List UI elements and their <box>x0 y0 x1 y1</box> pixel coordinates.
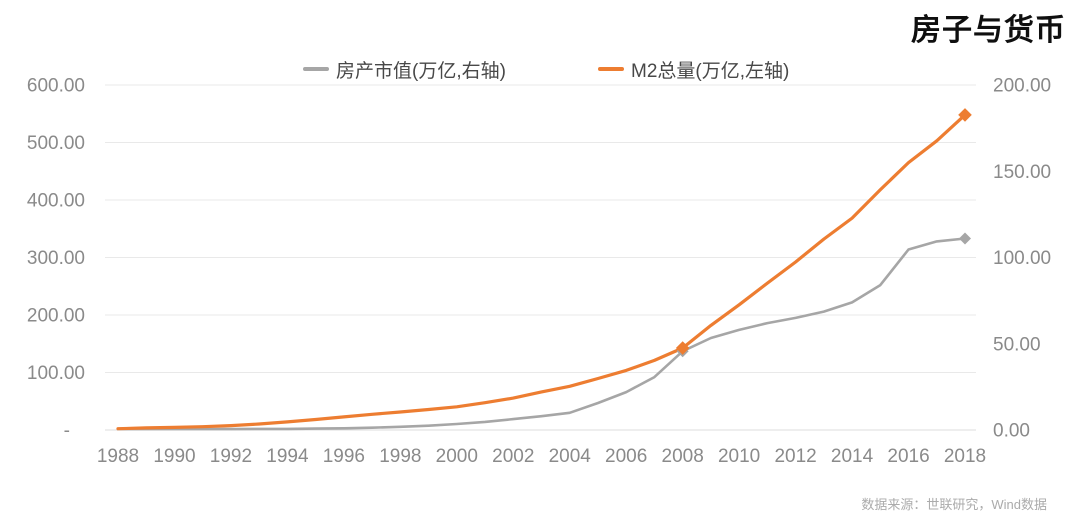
left-axis-tick-label: 200.00 <box>27 306 85 327</box>
legend-item-property-value: 房产市值(万亿,右轴) <box>303 56 506 82</box>
marker-m2-2008 <box>675 341 690 355</box>
left-axis-tick-label: 300.00 <box>27 248 85 269</box>
x-axis-tick-label: 2008 <box>662 446 704 467</box>
left-axis-tick-label: 600.00 <box>27 76 85 97</box>
legend-swatch-gray-line <box>303 67 329 71</box>
x-axis-tick-label: 2004 <box>549 446 592 467</box>
x-axis-tick-label: 2014 <box>831 446 874 467</box>
x-axis-tick-label: 1996 <box>323 446 365 467</box>
x-axis-tick-label: 1990 <box>153 446 195 467</box>
x-axis-tick-label: 2010 <box>718 446 760 467</box>
chart-title: 房子与货币 <box>911 14 1066 47</box>
legend-label-property-value: 房产市值(万亿,右轴) <box>336 60 506 82</box>
x-axis-tick-label: 2006 <box>605 446 647 467</box>
series-line-m2 <box>116 113 967 431</box>
right-axis-tick-label: 50.00 <box>993 334 1041 355</box>
left-axis-tick-label: - <box>64 421 70 442</box>
right-axis-tick-label: 100.00 <box>993 248 1051 269</box>
legend-item-m2: M2总量(万亿,左轴) <box>598 56 789 82</box>
x-axis-tick-label: 1994 <box>266 446 309 467</box>
legend-swatch-orange-line <box>598 67 624 71</box>
left-axis-tick-label: 100.00 <box>27 363 85 384</box>
source-note: 数据来源：世联研究，Wind数据 <box>861 497 1047 512</box>
x-axis-tick-label: 2000 <box>436 446 478 467</box>
series-line-property-value <box>116 237 967 431</box>
legend-label-m2: M2总量(万亿,左轴) <box>631 60 790 82</box>
marker-m2-2018 <box>958 108 972 122</box>
x-axis-tick-label: 2002 <box>492 446 534 467</box>
left-axis-tick-label: 400.00 <box>27 191 85 212</box>
left-axis-tick-label: 500.00 <box>27 133 85 154</box>
right-axis-tick-label: 150.00 <box>993 162 1051 183</box>
x-axis-tick-label: 2018 <box>944 446 986 467</box>
x-axis-tick-label: 2012 <box>774 446 816 467</box>
x-axis-tick-label: 1988 <box>97 446 139 467</box>
x-axis-tick-label: 1998 <box>379 446 421 467</box>
x-axis-tick-label: 1992 <box>210 446 252 467</box>
right-axis-tick-label: 0.00 <box>993 421 1030 442</box>
marker-property-value-2018 <box>959 232 971 245</box>
x-axis-tick-label: 2016 <box>887 446 929 467</box>
right-axis-tick-label: 200.00 <box>993 76 1051 97</box>
